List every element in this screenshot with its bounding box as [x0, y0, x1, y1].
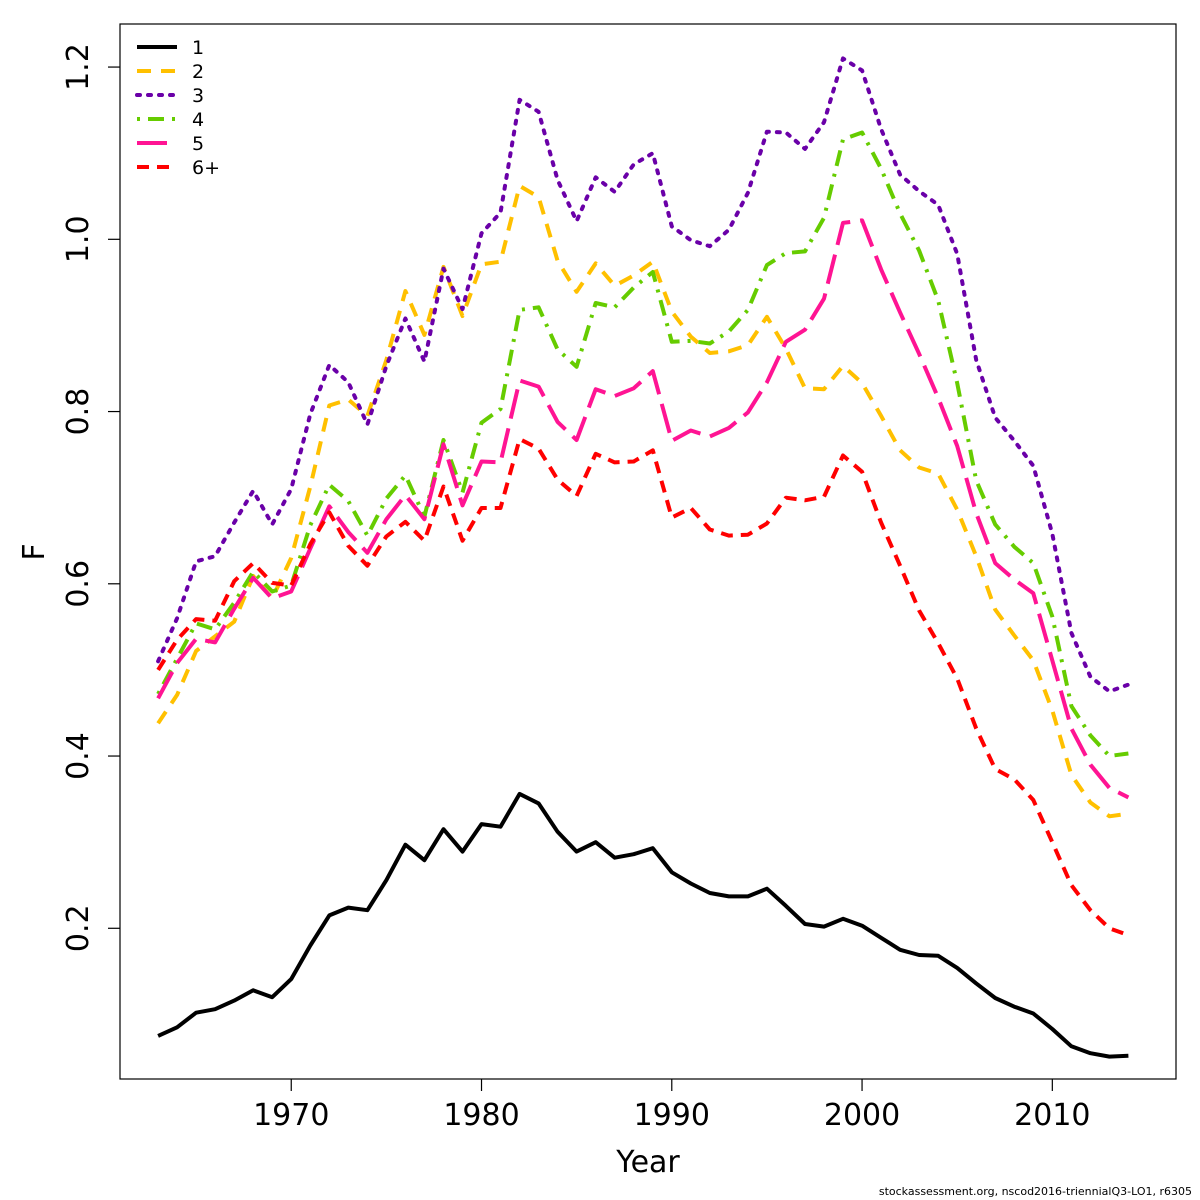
- plot-frame: [119, 23, 1177, 1080]
- series-line-1: [157, 791, 1129, 1059]
- footer-credit: stockassessment.org, nscod2016-triennial…: [878, 1185, 1192, 1198]
- x-tick-label-1970: 1970: [253, 1098, 329, 1133]
- series-line-2: [156, 183, 1129, 819]
- y-axis: 0.2 0.4 0.6 0.8 1.0 1.2: [61, 43, 120, 952]
- y-axis-title: F: [17, 543, 52, 560]
- x-tick-label-2000: 2000: [824, 1098, 900, 1133]
- y-tick-label-0.4: 0.4: [61, 732, 96, 780]
- legend-label-1: 1: [192, 37, 204, 59]
- legend-label-4: 4: [192, 109, 204, 131]
- series-layer: [156, 56, 1131, 1059]
- y-tick-label-1.2: 1.2: [61, 43, 96, 91]
- series-line-4: [156, 130, 1129, 758]
- x-tick-label-1990: 1990: [634, 1098, 710, 1133]
- x-tick-label-2010: 2010: [1014, 1098, 1090, 1133]
- x-axis: 1970 1980 1990 2000 2010: [253, 1079, 1091, 1133]
- y-tick-label-0.6: 0.6: [61, 560, 96, 608]
- x-tick-label-1980: 1980: [443, 1098, 519, 1133]
- legend-label-3: 3: [192, 85, 204, 107]
- legend-label-2: 2: [192, 61, 204, 83]
- series-line-6: [156, 437, 1130, 938]
- legend-label-5: 5: [192, 133, 204, 155]
- x-axis-title: Year: [615, 1145, 680, 1180]
- series-line-5: [156, 218, 1130, 800]
- y-tick-label-1.0: 1.0: [61, 215, 96, 263]
- legend-label-6: 6+: [192, 157, 220, 179]
- y-tick-label-0.8: 0.8: [61, 388, 96, 436]
- y-tick-label-0.2: 0.2: [61, 904, 96, 952]
- series-line-3: [156, 56, 1131, 694]
